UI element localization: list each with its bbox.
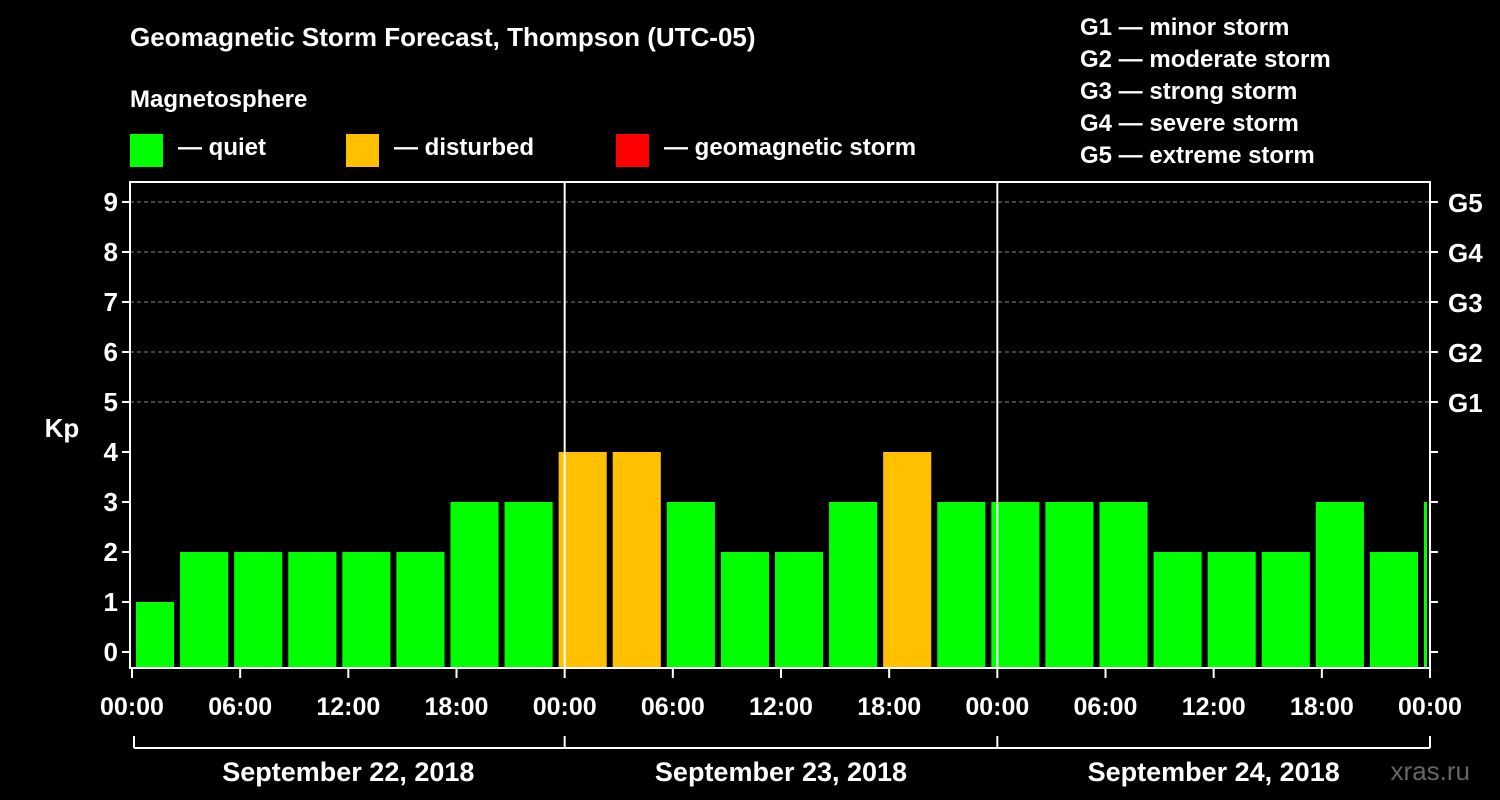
kp-bar-18 xyxy=(1099,502,1148,668)
right-axis-label-g3: G3 xyxy=(1448,288,1483,318)
kp-bar-20 xyxy=(1207,552,1256,668)
chart-title: Geomagnetic Storm Forecast, Thompson (UT… xyxy=(130,22,756,52)
x-tick-label-3: 18:00 xyxy=(425,693,489,721)
y-tick-label-7: 7 xyxy=(104,287,118,317)
right-axis-label-g4: G4 xyxy=(1448,238,1483,268)
x-tick-label-12: 00:00 xyxy=(1398,693,1462,721)
kp-bar-2 xyxy=(234,552,283,668)
x-tick-label-2: 12:00 xyxy=(316,693,380,721)
y-tick-label-1: 1 xyxy=(104,587,118,617)
date-label-2: September 24, 2018 xyxy=(1088,757,1340,787)
kp-bar-10 xyxy=(666,502,715,668)
kp-bar-14 xyxy=(883,452,932,668)
x-tick-label-5: 06:00 xyxy=(641,693,705,721)
kp-bar-3 xyxy=(288,552,337,668)
kp-bar-9 xyxy=(612,452,661,668)
kp-bar-0 xyxy=(136,602,175,668)
kp-bar-19 xyxy=(1153,552,1202,668)
kp-bar-8 xyxy=(558,452,607,668)
x-tick-label-11: 18:00 xyxy=(1290,693,1354,721)
kp-bar-16 xyxy=(991,502,1040,668)
x-tick-label-9: 06:00 xyxy=(1074,693,1138,721)
x-tick-label-6: 12:00 xyxy=(749,693,813,721)
kp-bar-22 xyxy=(1315,502,1364,668)
legend-swatch-disturbed xyxy=(346,134,379,167)
right-axis-label-g1: G1 xyxy=(1448,388,1483,418)
kp-bar-7 xyxy=(504,502,553,668)
x-tick-label-0: 00:00 xyxy=(100,693,164,721)
date-label-0: September 22, 2018 xyxy=(222,757,474,787)
kp-bar-4 xyxy=(342,552,391,668)
right-axis-label-g2: G2 xyxy=(1448,338,1483,368)
kp-bar-23 xyxy=(1369,552,1418,668)
kp-bar-21 xyxy=(1261,552,1310,668)
legend-heading: Magnetosphere xyxy=(130,86,308,113)
y-tick-label-2: 2 xyxy=(104,537,118,567)
x-tick-label-1: 06:00 xyxy=(208,693,272,721)
y-tick-label-0: 0 xyxy=(104,637,118,667)
x-tick-label-4: 00:00 xyxy=(533,693,597,721)
storm-scale-g5: G5 — extreme storm xyxy=(1080,142,1315,169)
storm-scale-g4: G4 — severe storm xyxy=(1080,110,1299,137)
y-tick-label-8: 8 xyxy=(104,237,118,267)
legend-label-disturbed: — disturbed xyxy=(394,134,535,161)
kp-bar-12 xyxy=(774,552,824,668)
kp-bar-6 xyxy=(450,502,499,668)
x-tick-label-7: 18:00 xyxy=(857,693,921,721)
kp-bar-5 xyxy=(396,552,445,668)
kp-bar-13 xyxy=(829,502,878,668)
y-tick-label-9: 9 xyxy=(104,187,118,217)
y-axis-label: Kp xyxy=(45,413,80,443)
kp-bar-17 xyxy=(1045,502,1094,668)
legend-label-storm: — geomagnetic storm xyxy=(664,134,917,161)
kp-bar-24 xyxy=(1423,502,1427,668)
y-tick-label-6: 6 xyxy=(104,337,118,367)
y-tick-label-3: 3 xyxy=(104,487,118,517)
storm-scale-g1: G1 — minor storm xyxy=(1080,14,1290,41)
kp-bar-11 xyxy=(720,552,769,668)
kp-bar-1 xyxy=(180,552,229,668)
x-tick-label-10: 12:00 xyxy=(1182,693,1246,721)
x-tick-label-8: 00:00 xyxy=(965,693,1029,721)
watermark: xras.ru xyxy=(1390,756,1470,786)
legend-swatch-quiet xyxy=(130,134,163,167)
y-tick-label-5: 5 xyxy=(104,387,118,417)
storm-scale-g2: G2 — moderate storm xyxy=(1080,46,1331,73)
legend-label-quiet: — quiet xyxy=(178,134,266,161)
date-label-1: September 23, 2018 xyxy=(655,757,907,787)
storm-scale-g3: G3 — strong storm xyxy=(1080,78,1298,105)
legend-swatch-storm xyxy=(616,134,649,167)
y-tick-label-4: 4 xyxy=(104,437,119,467)
kp-bar-15 xyxy=(937,502,986,668)
right-axis-label-g5: G5 xyxy=(1448,188,1483,218)
